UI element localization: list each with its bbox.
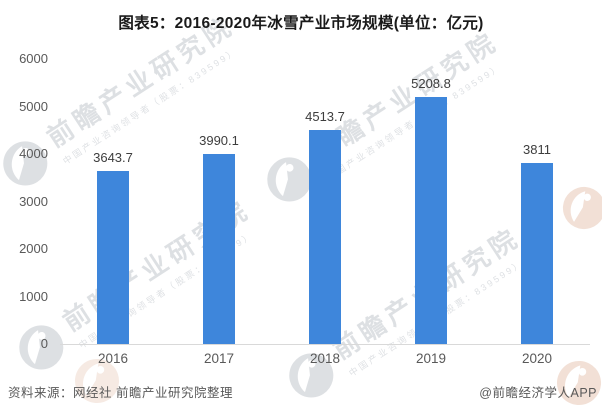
bar-value-label: 3990.1 (199, 133, 239, 148)
watermark: 前瞻产业研究院 中国产业咨询领导者（股票：839599） (0, 5, 249, 197)
y-tick-label: 1000 (19, 288, 48, 304)
bar-value-label: 3811 (523, 142, 551, 157)
y-tick-label: 0 (40, 336, 48, 351)
watermark: 前瞻产业研究院 中国产业咨询领导者（股票：839599） (256, 21, 513, 213)
y-tick-label: 5000 (19, 98, 48, 114)
bar-value-label: 5208.8 (411, 76, 451, 91)
bar-2018 (309, 130, 341, 344)
y-tick-label: 4000 (19, 146, 48, 161)
watermark: 前瞻产业研究院 中国产业咨询领导者（股票：839599） (278, 217, 535, 409)
qianzhan-logo-icon (289, 353, 334, 398)
bar-2016 (97, 171, 129, 344)
bar-value-label: 4513.7 (305, 109, 345, 124)
x-tick-label: 2020 (521, 351, 553, 366)
qianzhan-logo-icon (74, 358, 120, 404)
brand-note: @前瞻经济学人APP (479, 386, 597, 400)
chart-title: 图表5：2016-2020年冰雪产业市场规模(单位：亿元) (118, 15, 484, 32)
x-tick-label: 2018 (309, 351, 341, 366)
bar-value-label: 3643.7 (93, 150, 133, 165)
x-tick-label: 2019 (415, 351, 447, 366)
bar-2020 (521, 163, 553, 344)
y-tick-label: 2000 (19, 241, 48, 256)
watermark: 前瞻产业研究院 中国产业咨询领导者（股票：839599） (8, 189, 265, 381)
qianzhan-logo-icon (562, 186, 602, 230)
bar-2019 (415, 97, 447, 344)
qianzhan-logo-icon (19, 325, 64, 370)
qianzhan-logo-icon (556, 360, 602, 406)
y-tick-label: 3000 (19, 193, 48, 209)
x-tick-label: 2016 (97, 351, 129, 366)
plot-area: 3643.7 2016 3990.1 2017 4513.7 2018 5208.8 2019… (60, 59, 590, 366)
qianzhan-logo-icon (3, 141, 48, 186)
source-note: 资料来源：网经社 前瞻产业研究院整理 (8, 386, 233, 400)
qianzhan-logo-icon (267, 157, 312, 202)
x-tick-label: 2017 (203, 351, 235, 366)
y-tick-label: 6000 (19, 51, 48, 66)
bar-2017 (203, 154, 235, 344)
